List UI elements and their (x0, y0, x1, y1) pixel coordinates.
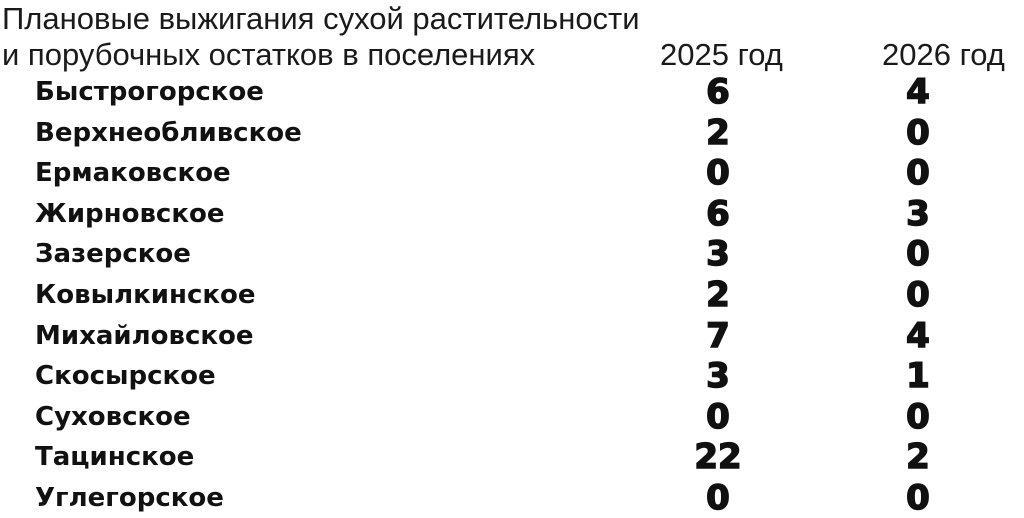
value-2025: 2 (705, 274, 730, 316)
settlement-name: Ковылкинское (35, 280, 256, 310)
table-row: Михайловское 7 4 (0, 315, 1024, 357)
value-2026: 0 (905, 477, 930, 518)
value-2025: 3 (705, 355, 730, 397)
value-2026: 4 (905, 71, 930, 113)
column-header-2025: 2025 год (660, 37, 783, 72)
value-2025: 0 (705, 477, 730, 518)
settlement-name: Углегорское (35, 483, 224, 513)
value-2026: 2 (905, 437, 930, 479)
settlement-name: Михайловское (35, 320, 254, 351)
settlement-name: Жирновское (35, 198, 225, 229)
value-2025: 7 (705, 315, 730, 357)
settlement-name: Суховское (35, 401, 191, 432)
value-2026: 0 (905, 152, 930, 194)
value-2026: 4 (905, 315, 930, 357)
value-2026: 0 (905, 112, 930, 154)
value-2025: 0 (705, 396, 730, 438)
settlement-name: Ермаковское (35, 158, 231, 189)
table-row: Углегорское 0 0 (0, 477, 1024, 518)
table-row: Жирновское 6 3 (0, 193, 1024, 235)
value-2026: 0 (905, 274, 930, 316)
value-2026: 0 (905, 234, 930, 276)
table-row: Ковылкинское 2 0 (0, 274, 1024, 316)
settlement-name: Зазерское (35, 239, 191, 270)
table-row: Суховское 0 0 (0, 396, 1024, 438)
value-2026: 0 (905, 396, 930, 438)
table-row: Тацинское 22 2 (0, 437, 1024, 479)
settlement-name: Скосырское (35, 361, 216, 392)
table-row: Зазерское 3 0 (0, 234, 1024, 276)
settlement-name: Быстрогорское (35, 77, 264, 107)
value-2025: 6 (705, 193, 730, 235)
table-row: Скосырское 3 1 (0, 355, 1024, 397)
settlement-name: Тацинское (35, 442, 195, 473)
settlement-name: Верхнеобливское (35, 117, 302, 148)
title-line-2: и порубочных остатков в поселениях (2, 37, 536, 72)
table-row: Ермаковское 0 0 (0, 152, 1024, 194)
column-header-2026: 2026 год (882, 37, 1005, 72)
table-row: Верхнеобливское 2 0 (0, 112, 1024, 154)
value-2025: 2 (705, 112, 730, 154)
value-2026: 1 (905, 355, 930, 397)
title-line-1: Плановые выжигания сухой растительности (2, 1, 640, 36)
value-2025: 0 (705, 152, 730, 194)
value-2026: 3 (905, 193, 930, 235)
table-row: Быстрогорское 6 4 (0, 71, 1024, 113)
value-2025: 22 (694, 437, 743, 479)
value-2025: 6 (705, 71, 730, 113)
value-2025: 3 (705, 234, 730, 276)
